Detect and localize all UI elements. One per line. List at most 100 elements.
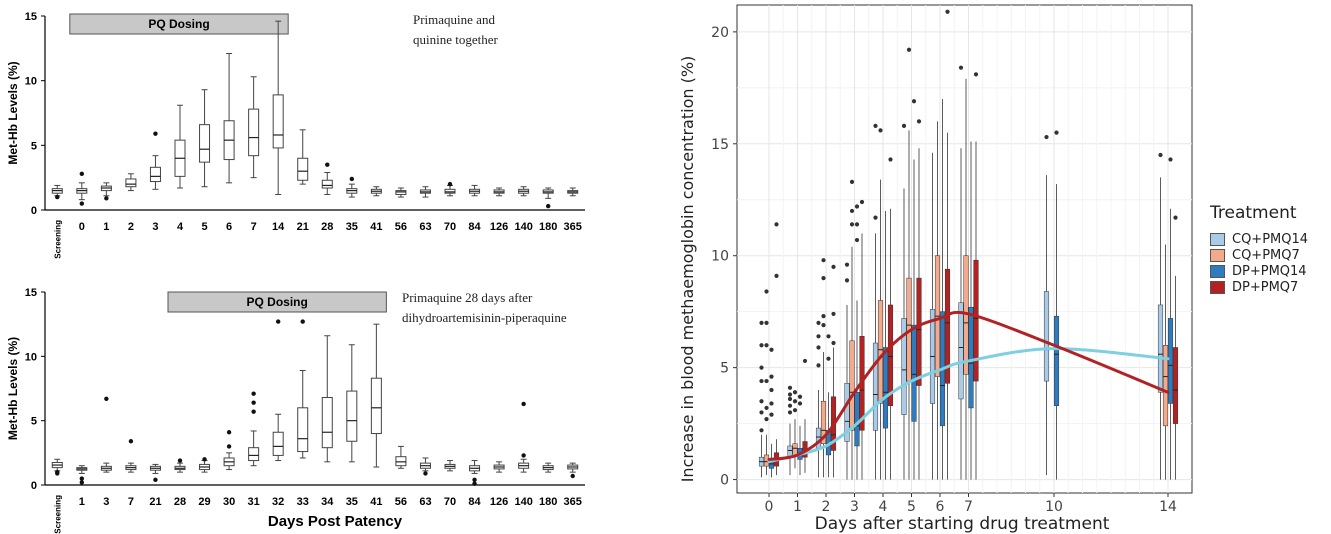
y-tick-label: 10 (25, 76, 37, 88)
outlier-point (55, 469, 60, 475)
outlier-point (787, 410, 793, 415)
outlier-point (769, 374, 774, 379)
dosing-bar (167, 291, 387, 313)
outlier-point (226, 444, 232, 449)
box (125, 178, 137, 188)
outlier-point (447, 181, 453, 187)
legend-item: DP+PMQ14 (1210, 263, 1328, 279)
outlier-point (153, 131, 158, 136)
box (958, 302, 964, 400)
y-tick-label: 0 (31, 480, 37, 492)
legend: Treatment CQ+PMQ14 CQ+PMQ7 DP+PMQ14 DP+PMQ7 (1210, 203, 1328, 295)
box (854, 392, 860, 447)
outlier-point (153, 477, 158, 483)
outlier-point (916, 119, 922, 124)
box (248, 108, 260, 157)
outlier-point (945, 9, 950, 14)
outlier-point (911, 99, 917, 104)
x-tick-label: 28 (321, 221, 333, 233)
outlier-point (79, 201, 85, 206)
x-tick-label: 41 (370, 496, 382, 508)
x-tick-label: 84 (468, 496, 481, 508)
outlier-point (423, 471, 428, 476)
x-tick-label: 2 (128, 221, 134, 233)
legend-label: DP+PMQ14 (1232, 263, 1307, 279)
outlier-point (831, 264, 836, 270)
outlier-point (251, 391, 256, 396)
box (968, 306, 974, 409)
outlier-point (79, 480, 85, 485)
outlier-point (759, 365, 764, 370)
x-tick-label: 5 (907, 499, 916, 515)
x-tick-label: 0 (79, 221, 85, 233)
box (844, 383, 850, 442)
box (1043, 291, 1050, 382)
box (149, 166, 161, 183)
outlier-point (759, 320, 764, 325)
dosing-label: PQ Dosing (247, 295, 308, 309)
annotation-text: quinine together (413, 32, 499, 47)
x-tick-label: 70 (444, 496, 456, 508)
outlier-point (764, 343, 769, 348)
dosing-label: PQ Dosing (148, 17, 209, 31)
legend-swatch (1210, 248, 1225, 262)
y-tick-label: 10 (711, 249, 729, 265)
outlier-point (854, 204, 860, 209)
x-tick-label: 56 (395, 221, 407, 233)
outlier-point (849, 208, 855, 214)
box (272, 431, 284, 456)
outlier-point (764, 378, 769, 384)
x-tick-label: 3 (103, 496, 109, 508)
outlier-point (300, 319, 305, 324)
x-tick-label: 7 (964, 499, 973, 515)
outlier-point (251, 400, 256, 405)
box (444, 188, 456, 194)
annotation-text: Primaquine 28 days after (402, 290, 533, 305)
outlier-point (859, 199, 865, 205)
x-tick-label: 1 (79, 496, 85, 508)
outlier-point (787, 396, 793, 402)
outlier-point (821, 314, 826, 319)
outlier-point (472, 481, 477, 486)
x-tick-label: 35 (346, 496, 358, 508)
outlier-point (104, 396, 109, 401)
legend-item: CQ+PMQ14 (1210, 231, 1328, 247)
outlier-point (831, 311, 836, 317)
outlier-point (325, 162, 330, 167)
outlier-point (787, 403, 793, 408)
plot-area (736, 4, 1193, 494)
outlier-point (821, 276, 826, 281)
legend-swatch (1210, 264, 1225, 278)
outlier-point (802, 358, 808, 364)
outlier-point (873, 215, 878, 220)
outlier-point (787, 392, 793, 397)
legend-swatch (1210, 232, 1225, 246)
dosing-bar (69, 13, 289, 35)
x-tick-label: 126 (490, 496, 508, 508)
x-tick-label: 56 (395, 496, 407, 508)
y-tick-label: 0 (31, 205, 37, 217)
outlier-point (849, 222, 855, 227)
x-tick-label: 32 (272, 496, 284, 508)
outlier-point (774, 222, 779, 227)
x-tick-label: 6 (936, 499, 945, 515)
outlier-point (1044, 134, 1049, 140)
outlier-point (521, 401, 526, 407)
outlier-point (821, 258, 826, 263)
outlier-point (521, 453, 526, 458)
legend-label: CQ+PMQ7 (1232, 247, 1300, 263)
outlier-point (797, 401, 803, 406)
outlier-point (844, 278, 850, 283)
x-tick-label: 126 (490, 221, 508, 233)
box (199, 124, 211, 163)
box (944, 268, 951, 384)
box (297, 407, 309, 453)
outlier-point (79, 476, 85, 481)
outlier-point (545, 203, 551, 209)
x-tick-label: 70 (444, 221, 456, 233)
x-tick-label: 31 (248, 496, 260, 508)
y-tick-label: 15 (25, 11, 37, 23)
outlier-point (854, 237, 860, 243)
box (1053, 315, 1060, 406)
